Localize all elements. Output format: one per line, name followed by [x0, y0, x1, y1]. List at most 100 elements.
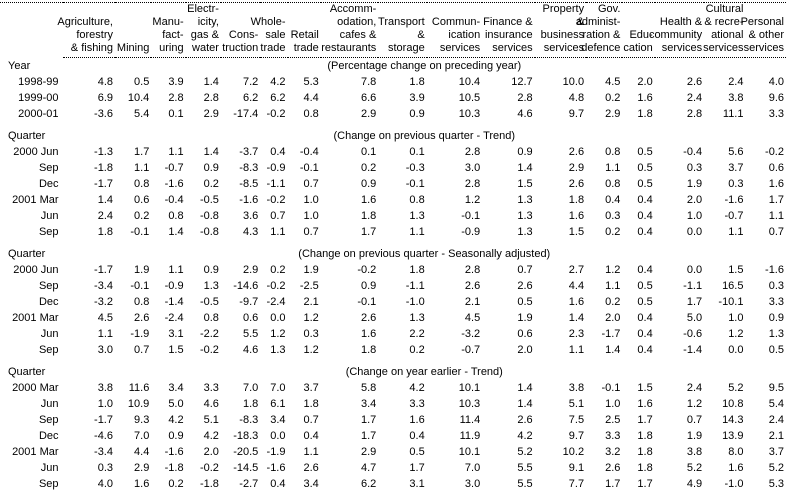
section-header-row: Quarter (Change on previous quarter - Sea…	[0, 246, 786, 262]
value-cell: 1.7	[360, 430, 377, 442]
section-title: (Change on year earlier - Trend)	[345, 366, 503, 378]
value-cell: 4.2	[168, 414, 184, 426]
row-label: Sep	[38, 414, 59, 426]
value-cell: -0.2	[266, 194, 286, 206]
value-cell: 10.2	[562, 446, 585, 458]
value-cell: 4.5	[464, 312, 481, 324]
value-cell: 2.4	[686, 382, 703, 394]
value-cell: 0.8	[134, 178, 150, 190]
value-cell: -1.6	[239, 194, 259, 206]
value-cell: 4.7	[360, 462, 377, 474]
table-row: 2000 Mar 3.8 11.6 3.4 3.3 7.0 7.0 3.7 5.8 4.2 10.1…	[0, 380, 786, 396]
value-cell: 0.5	[409, 446, 425, 458]
value-cell: 0.2	[605, 92, 621, 104]
value-cell: 3.8	[686, 446, 703, 458]
value-cell: 5.5	[242, 328, 259, 340]
value-cell: 2.8	[464, 146, 481, 158]
value-cell: 3.8	[728, 92, 744, 104]
value-cell: 10.1	[458, 382, 481, 394]
column-header-label: Gov. administ- ration & defence	[575, 3, 621, 54]
value-cell: -1.1	[405, 280, 425, 292]
value-cell: 2.9	[605, 108, 621, 120]
value-cell: -9.7	[239, 296, 259, 308]
value-cell: -0.4	[164, 194, 184, 206]
column-header-label: Commun- ication services	[431, 16, 481, 54]
value-cell: 1.5	[637, 382, 653, 394]
column-header-label: Agriculture, forestry & fishing	[57, 16, 113, 54]
value-cell: 9.1	[568, 462, 585, 474]
column-header-health-community-services: Health & community services	[649, 2, 705, 58]
value-cell: 1.6	[637, 92, 653, 104]
value-cell: 0.6	[134, 194, 150, 206]
value-cell: -0.3	[405, 162, 425, 174]
value-cell: 1.6	[728, 462, 744, 474]
value-cell: 1.8	[409, 76, 425, 88]
value-cell: 1.9	[517, 312, 533, 324]
value-cell: -0.9	[164, 280, 184, 292]
value-cell: 0.4	[637, 344, 653, 356]
value-cell: 0.4	[637, 226, 653, 238]
table-row: 2001 Mar 1.4 0.6 -0.4 -0.5 -1.6 -0.2 1.0 1.6 0.8 1…	[0, 192, 786, 208]
value-cell: 6.2	[360, 478, 377, 490]
value-cell: 3.7	[768, 446, 784, 458]
value-cell: -20.5	[233, 446, 259, 458]
value-cell: 0.5	[517, 296, 533, 308]
table-row: 2000 Jun -1.7 1.9 1.1 0.9 2.9 0.2 1.9 -0.2 1.8 2.8…	[0, 262, 786, 278]
column-header-label: Electr- icity, gas & water	[187, 3, 219, 54]
value-cell: 0.2	[168, 478, 184, 490]
value-cell: -1.6	[164, 446, 184, 458]
value-cell: 1.6	[134, 478, 150, 490]
value-cell: 0.3	[97, 462, 113, 474]
value-cell: 7.5	[568, 414, 585, 426]
value-cell: 1.8	[637, 108, 653, 120]
value-cell: 1.6	[360, 328, 377, 340]
value-cell: -0.5	[199, 194, 219, 206]
value-cell: 0.3	[303, 328, 319, 340]
column-header-personal-other-services: Personal & other services	[741, 2, 786, 58]
value-cell: -0.2	[357, 264, 377, 276]
value-cell: 2.6	[568, 178, 585, 190]
value-cell: 7.0	[464, 462, 481, 474]
value-cell: 0.6	[242, 312, 259, 324]
value-cell: 1.6	[637, 398, 653, 410]
value-cell: 1.8	[637, 462, 653, 474]
value-cell: 1.9	[134, 264, 150, 276]
value-cell: 1.0	[303, 210, 319, 222]
value-cell: 2.0	[637, 76, 653, 88]
value-cell: 3.4	[270, 414, 286, 426]
section-label: Quarter	[8, 130, 46, 142]
value-cell: -0.4	[683, 146, 703, 158]
value-cell: -1.7	[94, 178, 113, 190]
value-cell: 6.1	[270, 398, 286, 410]
value-cell: 12.7	[511, 76, 533, 88]
table-row: Dec -4.6 7.0 0.9 4.2 -18.3 0.0 0.4 1.7 0.4 11.9 4.2…	[0, 428, 786, 444]
value-cell: -0.2	[266, 280, 286, 292]
value-cell: 3.1	[168, 328, 184, 340]
value-cell: 1.9	[686, 178, 703, 190]
value-cell: 4.0	[97, 478, 113, 490]
value-cell: 1.2	[303, 312, 319, 324]
value-cell: -0.4	[299, 146, 319, 158]
value-cell: 2.7	[568, 264, 585, 276]
value-cell: 1.4	[203, 146, 219, 158]
value-cell: 2.1	[768, 430, 784, 442]
value-cell: 4.2	[203, 430, 219, 442]
value-cell: 0.9	[203, 162, 219, 174]
value-cell: -3.2	[461, 328, 481, 340]
value-cell: 2.6	[568, 146, 585, 158]
value-cell: 0.8	[409, 194, 425, 206]
value-cell: 14.3	[722, 414, 744, 426]
value-cell: 5.1	[568, 398, 585, 410]
value-cell: 3.9	[168, 76, 184, 88]
value-cell: -1.3	[94, 146, 113, 158]
value-cell: 0.4	[303, 430, 319, 442]
value-cell: 1.8	[360, 344, 377, 356]
column-header-cultural-recreational-services: Cultural & recre- ational services	[703, 2, 746, 58]
value-cell: 1.1	[768, 210, 784, 222]
value-cell: 4.2	[517, 430, 533, 442]
value-cell: 0.5	[768, 344, 784, 356]
value-cell: 0.5	[637, 280, 653, 292]
value-cell: 2.6	[517, 280, 533, 292]
value-cell: 0.7	[303, 414, 319, 426]
value-cell: -1.0	[724, 478, 744, 490]
